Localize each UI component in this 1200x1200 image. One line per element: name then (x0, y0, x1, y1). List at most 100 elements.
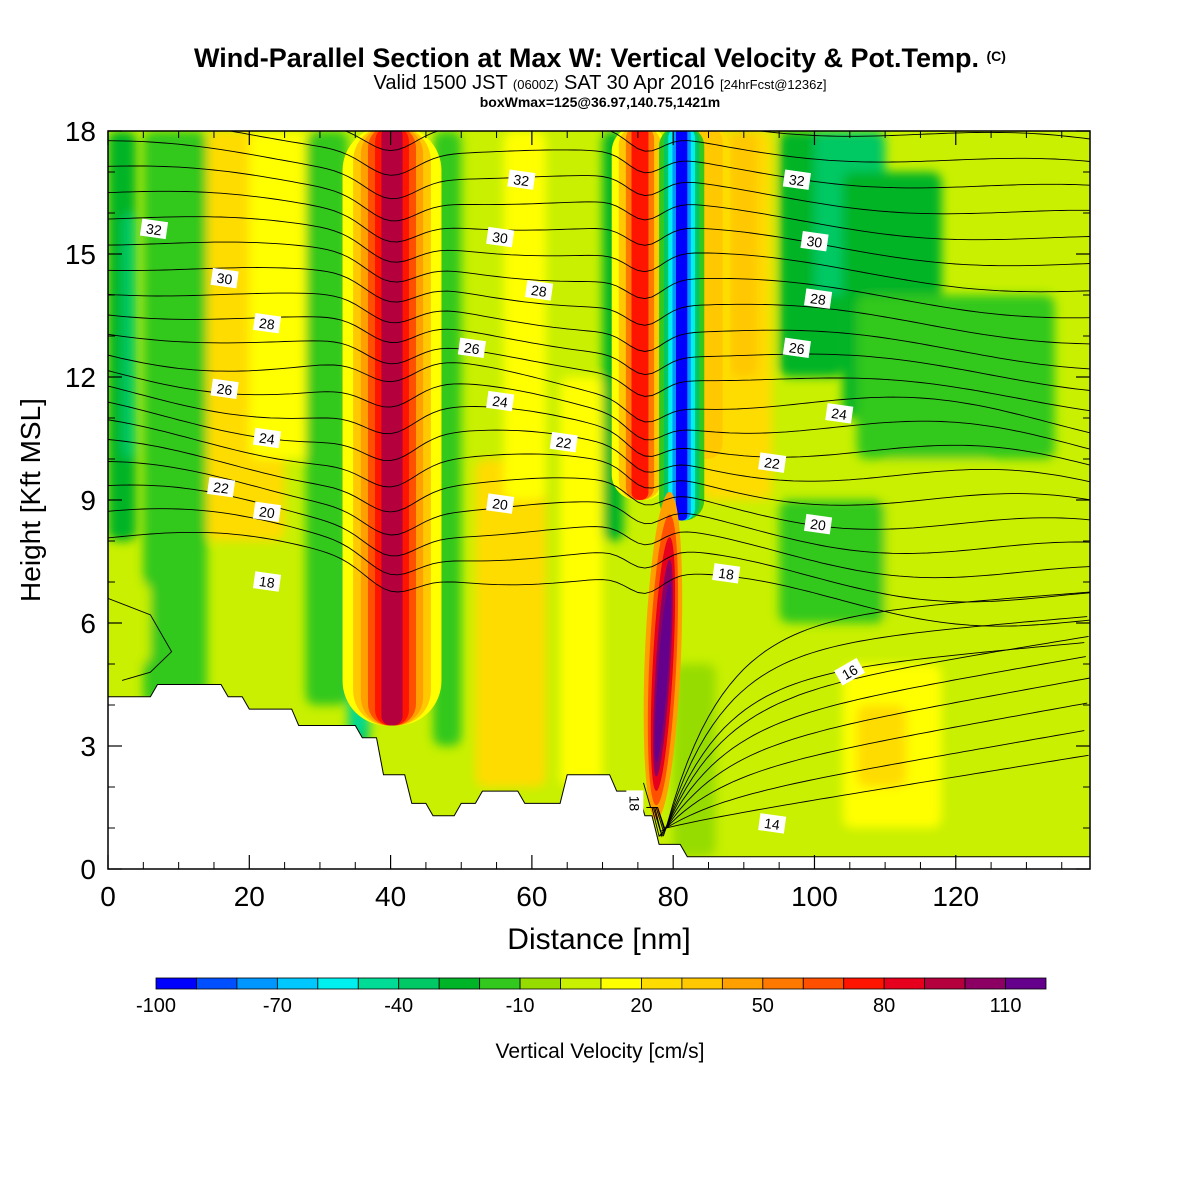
svg-text:18: 18 (626, 796, 642, 812)
isentrope-line (227, 131, 1090, 189)
colorbar-swatch (519, 977, 561, 990)
colorbar-swatch (276, 977, 319, 990)
svg-text:30: 30 (491, 229, 509, 247)
x-axis-label: Distance [nm] (507, 923, 690, 956)
isentrope-label: 26 (210, 378, 239, 400)
svg-text:24: 24 (491, 393, 509, 411)
field-patch (856, 295, 1055, 459)
colorbar-swatch (317, 977, 359, 990)
colorbar-tick-label: 50 (752, 995, 774, 1017)
isentrope-line (654, 656, 1086, 838)
isentrope-line (108, 165, 1090, 241)
x-tick-label: 20 (234, 881, 265, 912)
colorbar-swatch (681, 977, 723, 990)
field-patch (143, 131, 207, 705)
isentrope-label: 18 (712, 563, 741, 584)
colorbar-tick-label: 20 (630, 995, 652, 1017)
y-tick-label: 18 (65, 116, 96, 147)
copyright-mark: (C) (986, 48, 1006, 64)
isentrope-label: 22 (549, 431, 578, 453)
isentrope-line (108, 216, 1090, 293)
isentrope-line (343, 131, 1090, 163)
colorbar-tick-label: 80 (873, 995, 895, 1017)
colorbar-swatch (964, 977, 1006, 990)
isentrope-label: 32 (139, 218, 169, 240)
svg-text:18: 18 (258, 573, 276, 591)
isentrope-line (108, 419, 1090, 506)
colorbar-swatch (438, 977, 481, 990)
svg-text:26: 26 (788, 339, 806, 357)
isentrope-line (108, 439, 1090, 530)
isentrope-label: 24 (825, 403, 854, 424)
svg-text:30: 30 (216, 270, 234, 288)
field-patch (475, 459, 547, 787)
chart-title: Wind-Parallel Section at Max W: Vertical… (0, 40, 1200, 74)
field-patch (673, 664, 716, 857)
isentrope-line (108, 531, 1090, 627)
y-tick-label: 3 (80, 731, 96, 762)
svg-text:30: 30 (806, 233, 824, 251)
x-tick-label: 100 (791, 881, 838, 912)
colorbar-swatch (762, 977, 804, 990)
isentrope-line (108, 267, 1090, 345)
chart-subtitle: Valid 1500 JST (0600Z) SAT 30 Apr 2016 [… (0, 72, 1200, 94)
isentrope-label: 32 (782, 169, 811, 190)
valid-zulu: (0600Z) (512, 77, 559, 92)
isentrope-label: 32 (507, 169, 536, 190)
isentrope-line (646, 730, 1085, 833)
svg-text:20: 20 (258, 503, 276, 521)
svg-text:26: 26 (216, 380, 234, 398)
colorbar-swatch (560, 977, 602, 990)
svg-text:32: 32 (512, 171, 530, 189)
colorbar-swatch (236, 977, 278, 990)
isentrope-label: 20 (252, 501, 282, 523)
isentrope-line (649, 702, 1088, 832)
colorbar-tick-label: -100 (136, 995, 176, 1017)
x-tick-label: 40 (375, 881, 406, 912)
isentrope-line (108, 385, 1090, 466)
chart-title-text: Wind-Parallel Section at Max W: Vertical… (194, 43, 979, 73)
isentrope-line (662, 616, 1088, 837)
svg-text:22: 22 (212, 479, 230, 497)
svg-text:20: 20 (491, 495, 509, 513)
valid-time: Valid 1500 JST (373, 72, 508, 94)
lee-updraft (654, 582, 672, 763)
svg-text:16: 16 (839, 661, 861, 683)
isentropes (108, 131, 1090, 838)
colorbar-tick-label: 110 (990, 995, 1022, 1017)
field-patch (955, 746, 1090, 857)
field-patch (122, 213, 137, 459)
isentrope-label: 28 (524, 280, 554, 301)
isentrope-label: 26 (457, 337, 486, 359)
y-axis: 0 3 6 9 12 15 18 (65, 116, 1090, 885)
colorbar-swatch (196, 977, 238, 990)
svg-text:26: 26 (463, 339, 481, 357)
x-tick-label: 80 (658, 881, 689, 912)
isentrope-line (108, 140, 1090, 215)
y-tick-label: 0 (80, 854, 96, 885)
field-patch (503, 131, 547, 500)
svg-text:20: 20 (809, 516, 827, 534)
colorbar-swatch (924, 977, 966, 990)
y-tick-label: 6 (80, 608, 96, 639)
colorbar-swatch (802, 977, 845, 990)
colorbar-tick-label: -40 (384, 995, 413, 1017)
svg-text:24: 24 (258, 429, 276, 447)
colorbar-label: Vertical Velocity [cm/s] (496, 1040, 705, 1063)
title-block: Wind-Parallel Section at Max W: Vertical… (0, 40, 1200, 110)
isentrope-line (108, 597, 173, 681)
field-patch (779, 500, 886, 623)
svg-text:32: 32 (788, 171, 806, 189)
isentrope-line (665, 591, 1090, 829)
isentrope-label: 20 (804, 513, 833, 535)
colorbar-swatch (721, 977, 764, 990)
isentrope-label: 20 (486, 493, 515, 514)
y-tick-label: 15 (65, 239, 96, 270)
colorbar-swatch (398, 977, 440, 990)
x-tick-label: 120 (932, 881, 979, 912)
isentrope-label: 18 (252, 571, 282, 592)
x-tick-label: 0 (100, 881, 116, 912)
colorbar-swatch (883, 977, 926, 990)
isentrope-line (108, 354, 1090, 434)
